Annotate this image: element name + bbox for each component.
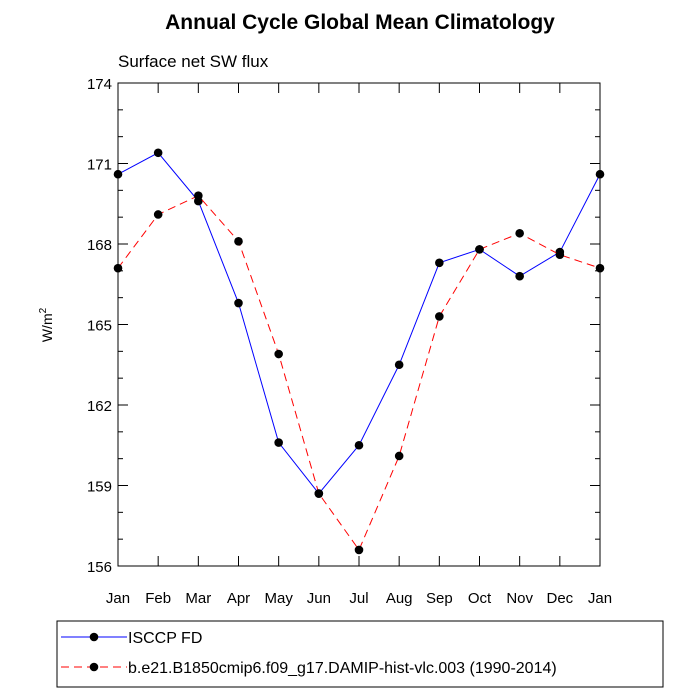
data-point-1	[394, 451, 404, 461]
x-tick-label: Nov	[506, 590, 533, 607]
data-point-1	[314, 489, 324, 498]
data-point-1	[153, 210, 163, 219]
x-tick-label: Jul	[349, 590, 368, 607]
data-point-1	[515, 228, 524, 238]
legend-label-isccp: ISCCP FD	[128, 630, 202, 647]
chart-subtitle: Surface net SW flux	[118, 52, 269, 71]
x-tick-label: Sep	[426, 590, 453, 607]
y-tick-label: 165	[87, 318, 112, 335]
data-point-0	[113, 169, 123, 179]
y-tick-label: 168	[87, 237, 112, 254]
x-tick-label: Jun	[307, 590, 331, 607]
svg-text:W/m2: W/m2	[38, 307, 55, 342]
y-tick-label: 162	[87, 398, 112, 415]
plot-frame	[117, 82, 601, 567]
y-tick-label: 174	[87, 76, 112, 93]
series-1	[113, 191, 605, 555]
data-point-1	[234, 237, 243, 246]
series-line-1	[117, 195, 601, 551]
series-0	[113, 148, 605, 498]
y-tick-label: 156	[87, 559, 112, 576]
y-axis-label-text: W/m	[39, 313, 55, 342]
chart-title: Annual Cycle Global Mean Climatology	[165, 11, 555, 34]
data-point-0	[394, 360, 404, 370]
legend-label-model: b.e21.B1850cmip6.f09_g17.DAMIP-hist-vlc.…	[128, 660, 557, 677]
y-axis-label-superscript: 2	[38, 307, 49, 313]
legend-box	[56, 620, 664, 688]
x-tick-label: Oct	[468, 590, 492, 607]
data-point-1	[555, 250, 565, 260]
y-tick-label: 159	[87, 479, 112, 496]
data-point-0	[274, 438, 283, 447]
data-point-1	[595, 263, 605, 273]
data-point-1	[274, 349, 283, 359]
legend: ISCCP FD b.e21.B1850cmip6.f09_g17.DAMIP-…	[56, 620, 664, 688]
data-point-0	[515, 271, 524, 281]
x-tick-label: May	[264, 590, 293, 607]
x-tick-label: Feb	[145, 590, 171, 607]
data-point-0	[234, 298, 243, 308]
data-point-1	[194, 191, 203, 200]
data-point-0	[153, 148, 163, 158]
data-point-1	[113, 263, 123, 273]
data-point-1	[475, 245, 484, 254]
x-tick-label: Dec	[546, 590, 573, 607]
x-tick-label: Aug	[386, 590, 413, 607]
data-point-0	[354, 440, 364, 450]
legend-marker-model	[89, 662, 99, 672]
y-axis-label: W/m2	[38, 307, 55, 342]
data-point-1	[354, 545, 364, 555]
x-tick-label: Apr	[227, 590, 250, 607]
series-layer	[113, 148, 605, 555]
data-point-0	[435, 258, 444, 268]
y-tick-label: 171	[87, 157, 112, 174]
x-tick-label: Jan	[588, 590, 612, 607]
legend-marker-isccp	[89, 632, 99, 642]
x-tick-label: Jan	[106, 590, 130, 607]
data-point-1	[435, 312, 444, 321]
data-point-0	[595, 169, 605, 179]
plot-axes: 156 159 162 165 168 171 174 Jan Feb Mar Apr May Jun J…	[87, 76, 612, 607]
x-tick-label: Mar	[185, 590, 211, 607]
